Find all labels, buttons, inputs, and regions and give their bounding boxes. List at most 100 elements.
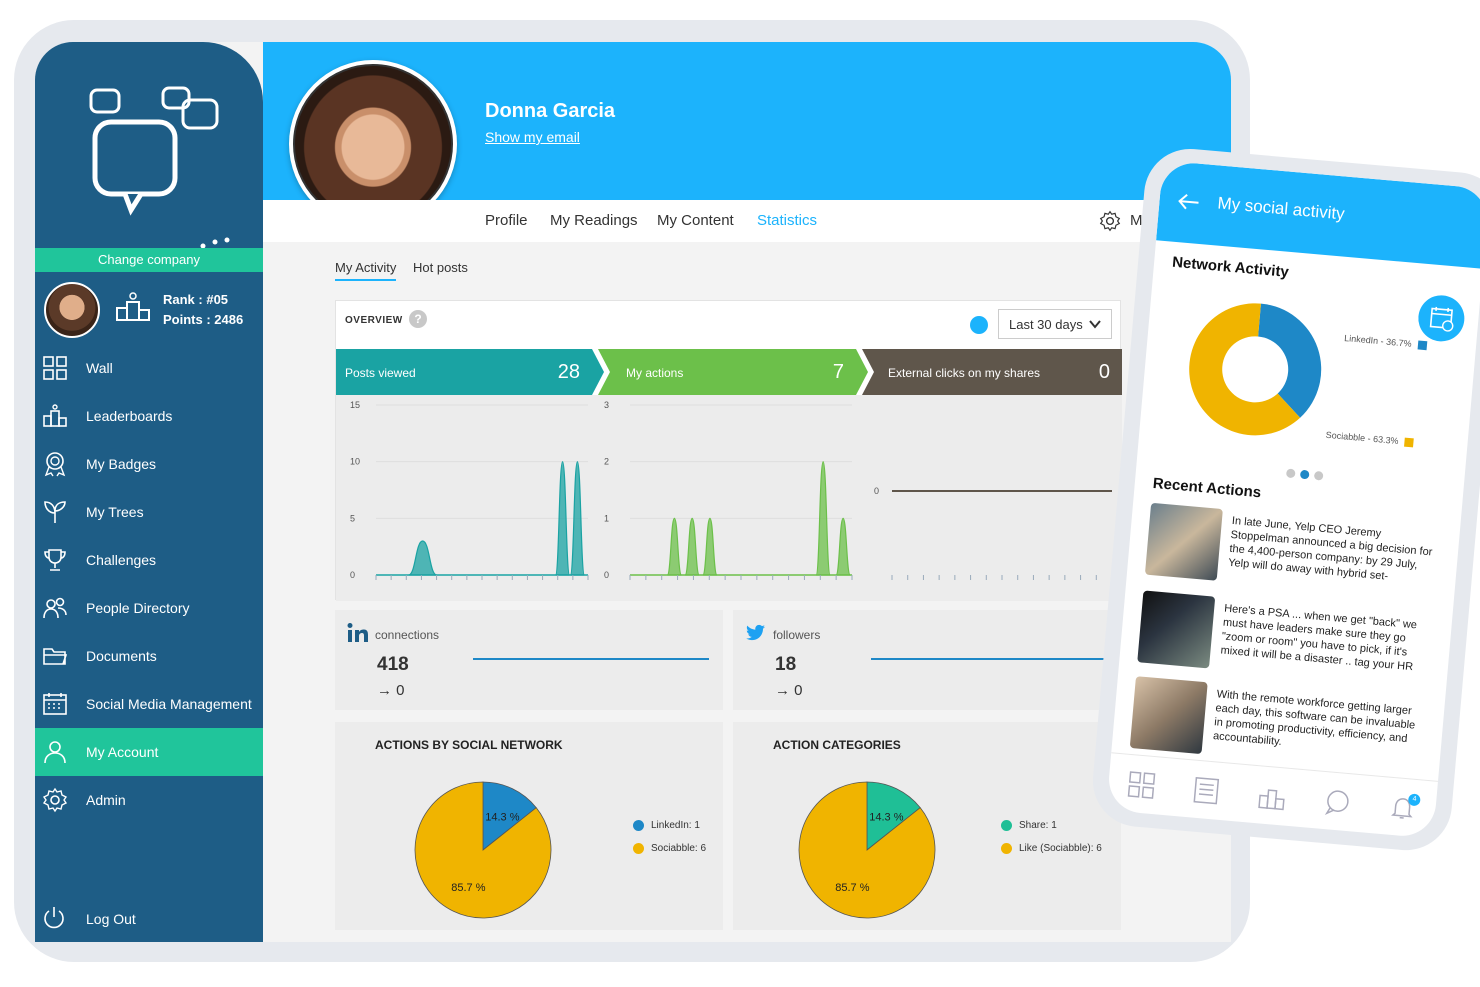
network-activity-title: Network Activity: [1171, 253, 1290, 281]
sidebar-item-my-trees[interactable]: My Trees: [35, 488, 263, 536]
phone-title: My social activity: [1216, 193, 1346, 224]
pie-slice: [798, 781, 936, 919]
calendar-icon[interactable]: [1416, 293, 1467, 344]
avatar[interactable]: [44, 282, 100, 338]
help-icon[interactable]: ?: [409, 310, 427, 328]
sidebar-item-admin[interactable]: Admin: [35, 776, 263, 824]
sidebar-item-social-media-management[interactable]: Social Media Management: [35, 680, 263, 728]
action-categories-pie: 14.3 % 85.7 %: [798, 781, 936, 919]
calendar-icon: [41, 690, 69, 718]
sidebar-item-label: People Directory: [86, 600, 190, 616]
slice-label: 14.3 %: [485, 811, 519, 823]
legend-dot: [633, 820, 644, 831]
legend-sociabble: Sociabble - 63.3%: [1325, 430, 1414, 448]
carousel-dot[interactable]: [1285, 468, 1296, 479]
power-icon: [41, 905, 69, 933]
network-label: connections: [375, 628, 440, 642]
sidebar-item-my-badges[interactable]: My Badges: [35, 440, 263, 488]
area-peak: [569, 461, 585, 576]
period-value: Last 30 days: [1009, 317, 1083, 332]
subtab-hot-posts[interactable]: Hot posts: [413, 260, 468, 275]
slice-label: 85.7 %: [451, 882, 485, 894]
pie-slice: [414, 781, 552, 919]
sidebar-item-documents[interactable]: Documents: [35, 632, 263, 680]
sidebar-item-label: My Account: [86, 744, 159, 760]
badge-icon: [41, 450, 69, 478]
sidebar-item-wall[interactable]: Wall: [35, 344, 263, 392]
area-peak: [835, 517, 851, 576]
carousel-dot[interactable]: [1299, 469, 1310, 480]
legend-label: Sociabble - 63.3%: [1325, 429, 1399, 447]
sidebar-item-challenges[interactable]: Challenges: [35, 536, 263, 584]
tab-statistics[interactable]: Statistics: [757, 212, 818, 229]
pie-title: ACTION CATEGORIES: [773, 738, 901, 752]
phone-bottom-nav: 4: [1106, 752, 1439, 839]
sidebar-item-my-account[interactable]: My Account: [35, 728, 263, 776]
y-tick-label: 1: [604, 513, 609, 523]
sidebar-item-people-directory[interactable]: People Directory: [35, 584, 263, 632]
area-peak: [666, 517, 682, 576]
twitter-card: followers 18 → 0: [733, 610, 1121, 710]
area-peak: [815, 461, 831, 576]
stat-value: 28: [557, 361, 580, 383]
grid-icon[interactable]: [1125, 768, 1158, 801]
count-delta: → 0: [377, 682, 405, 699]
carousel-dot[interactable]: [1313, 470, 1324, 481]
count-delta: → 0: [775, 682, 803, 699]
actions-by-network-pie: 14.3 % 85.7 %: [414, 781, 552, 919]
recent-actions-title: Recent Actions: [1152, 474, 1262, 502]
actions-by-network-card: ACTIONS BY SOCIAL NETWORK 14.3 % 85.7 % L…: [335, 722, 723, 930]
carousel-dots[interactable]: [1285, 468, 1329, 481]
action-categories-card: ACTION CATEGORIES 14.3 % 85.7 % Share: 1 …: [733, 722, 1121, 930]
user-summary: Rank : #05 Points : 2486: [35, 278, 263, 342]
back-arrow-icon[interactable]: [1177, 192, 1200, 212]
settings-label[interactable]: M: [1130, 212, 1143, 229]
legend-linkedin: LinkedIn - 36.7%: [1344, 333, 1427, 350]
activity-charts: 15 10 5 0 3 2 1 0 0: [336, 395, 1122, 601]
trend-line: [871, 658, 1107, 660]
y-tick-label: 3: [604, 400, 609, 410]
sidebar-item-label: Leaderboards: [86, 408, 173, 424]
tab-my-readings[interactable]: My Readings: [550, 212, 638, 229]
overview-panel: OVERVIEW ? Last 30 days Posts viewed 28 …: [335, 300, 1122, 601]
slice-label: 14.3 %: [869, 811, 903, 823]
slice-label: 85.7 %: [835, 882, 869, 894]
change-company-button[interactable]: Change company: [35, 248, 263, 272]
legend-swatch: [1417, 339, 1427, 350]
rank-text: Rank : #05: [163, 292, 229, 307]
y-tick-label: 15: [350, 400, 360, 410]
linkedin-icon: [347, 623, 368, 642]
rank-info: Rank : #05 Points : 2486: [163, 290, 243, 330]
area-peak: [702, 517, 718, 576]
stat-value: 7: [832, 361, 844, 383]
tab-my-content[interactable]: My Content: [657, 212, 734, 229]
connection-count: 418: [377, 654, 409, 675]
sidebar-item-label: Admin: [86, 792, 126, 808]
show-email-link[interactable]: Show my email: [485, 129, 580, 145]
phone-frame: My social activity Network Activity Link…: [1089, 145, 1480, 854]
y-tick-label: 0: [874, 486, 879, 496]
sidebar: Change company Rank : #05 Points : 2486 …: [35, 42, 263, 942]
chat-icon[interactable]: [1321, 785, 1354, 818]
points-text: Points : 2486: [163, 312, 244, 327]
tab-profile[interactable]: Profile: [485, 212, 528, 229]
sidebar-item-leaderboards[interactable]: Leaderboards: [35, 392, 263, 440]
period-select[interactable]: Last 30 days: [998, 309, 1112, 339]
sidebar-item-label: Documents: [86, 648, 157, 664]
phone-screen: My social activity Network Activity Link…: [1106, 160, 1480, 839]
settings-gear-icon[interactable]: [1099, 210, 1121, 232]
list-item[interactable]: In late June, Yelp CEO Jeremy Stoppelman…: [1144, 502, 1442, 608]
list-icon[interactable]: [1190, 774, 1223, 807]
pie-slice: [1255, 303, 1322, 418]
donut-hole: [1222, 336, 1289, 403]
subtab-my-activity[interactable]: My Activity: [335, 260, 397, 281]
notification-bell[interactable]: 4: [1387, 791, 1422, 824]
legend-dot: [1001, 843, 1012, 854]
lightbulb-icon[interactable]: [970, 316, 988, 334]
network-donut-chart: [1189, 303, 1322, 436]
podium-icon[interactable]: [1256, 780, 1289, 813]
y-tick-label: 2: [604, 457, 609, 467]
sidebar-nav: Wall Leaderboards My Badges My Trees Cha…: [35, 344, 263, 824]
logout-button[interactable]: Log Out: [41, 904, 136, 934]
